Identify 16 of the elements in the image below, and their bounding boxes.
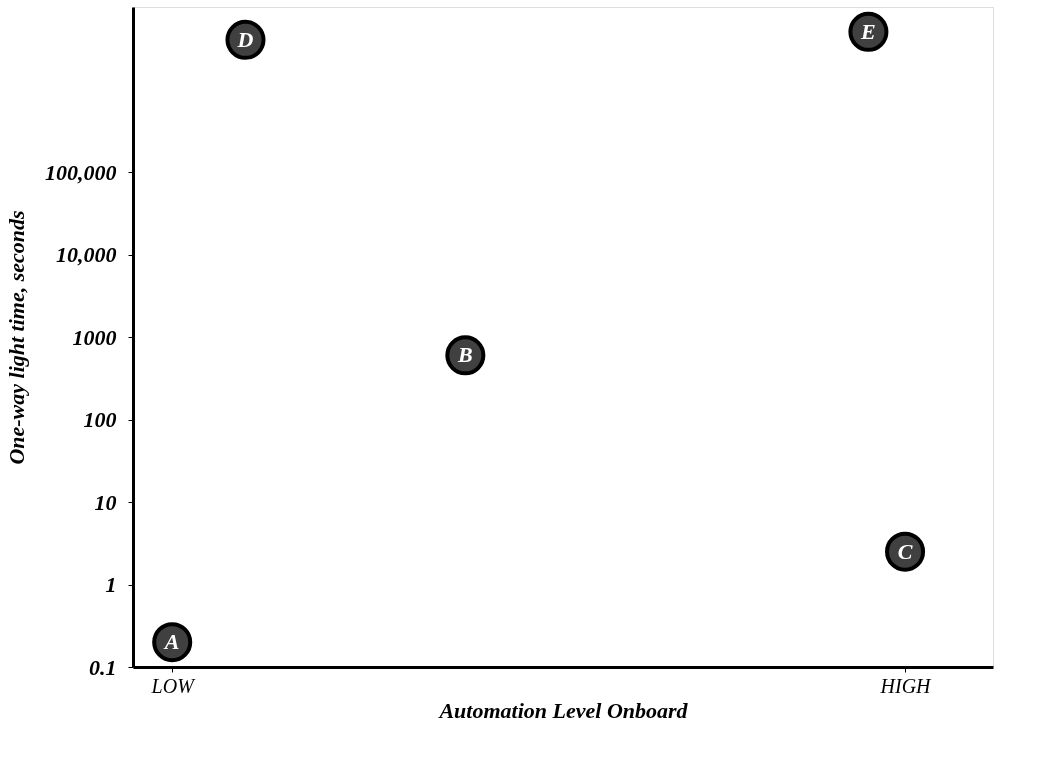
y-tick-label: 10,000 <box>56 242 117 267</box>
y-tick-label: 0.1 <box>89 654 117 680</box>
y-axis-title: One-way light time, seconds <box>4 210 29 465</box>
x-tick-label: LOW <box>150 674 197 697</box>
data-label: D <box>236 26 254 52</box>
x-tick-label: HIGH <box>879 674 933 697</box>
y-tick-label: 1000 <box>72 324 117 350</box>
y-tick-label: 10 <box>94 489 117 515</box>
data-label: E <box>860 18 876 44</box>
x-axis-title: Automation Level Onboard <box>437 697 689 723</box>
y-tick-label: 1 <box>105 572 117 597</box>
data-label: B <box>457 342 473 368</box>
data-label: C <box>897 538 913 564</box>
y-tick-label: 100 <box>83 407 117 432</box>
data-label: A <box>162 629 180 655</box>
y-tick-label: 100,000 <box>45 159 117 185</box>
